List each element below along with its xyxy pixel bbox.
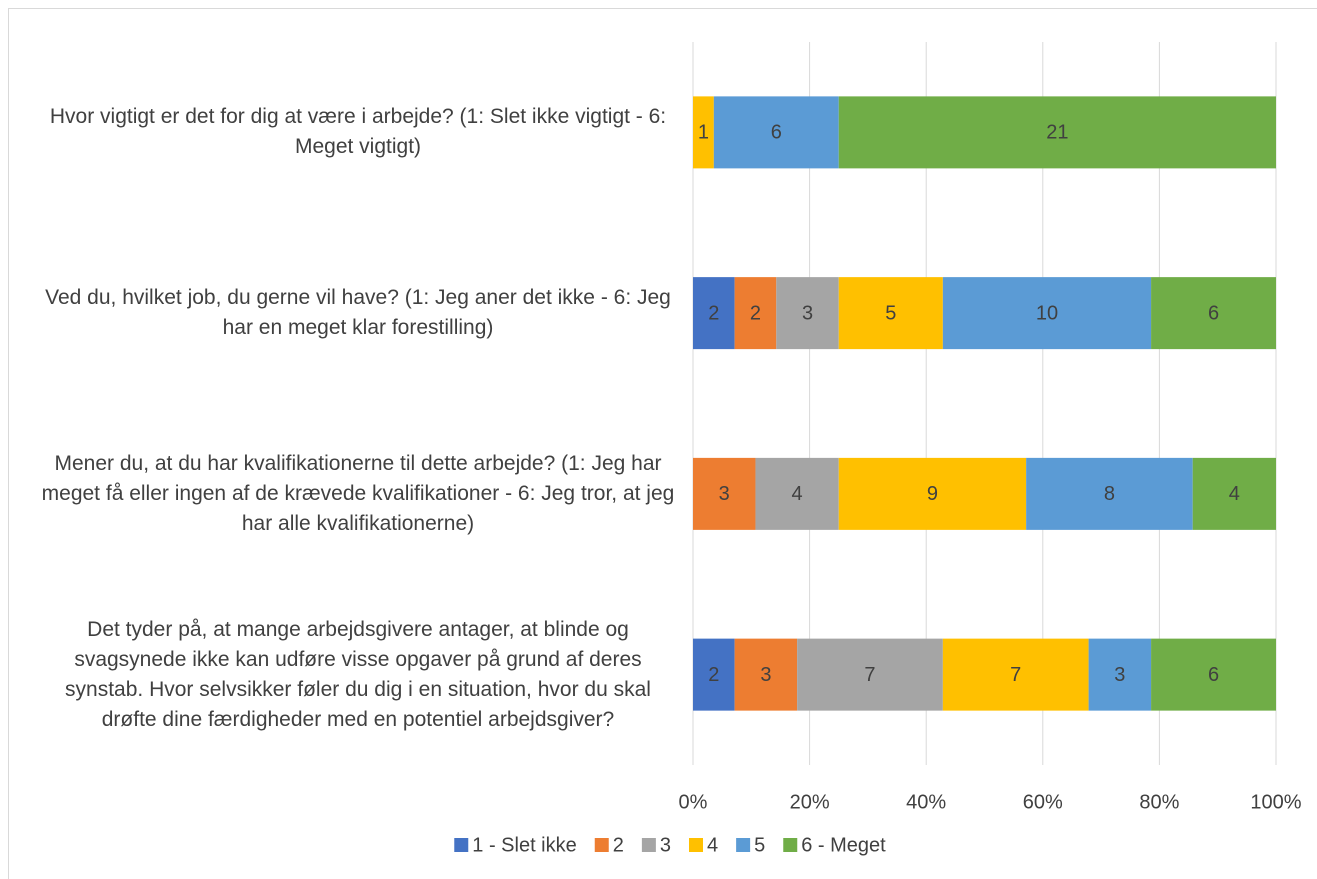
bar-segment <box>693 457 756 530</box>
bar-segment <box>942 638 1089 711</box>
legend-label: 2 <box>613 834 624 856</box>
data-label: 6 <box>1208 664 1219 686</box>
data-label: 4 <box>792 483 803 505</box>
bar-segment <box>693 638 735 711</box>
bar-segment <box>1151 277 1276 350</box>
y-tick-label: Det tyder på, at mange arbejdsgivere ant… <box>65 617 651 731</box>
data-label: 21 <box>1046 122 1068 144</box>
y-tick-label: Ved du, hvilket job, du gerne vil have? … <box>45 286 671 340</box>
x-tick-label: 0% <box>679 791 708 813</box>
bar-segment <box>1088 638 1152 711</box>
data-label: 9 <box>927 483 938 505</box>
legend-swatch <box>783 838 798 852</box>
legend-swatch <box>594 838 609 852</box>
bar-segment <box>776 277 839 350</box>
x-tick-label: 60% <box>1023 791 1063 813</box>
x-tick-label: 100% <box>1250 791 1301 813</box>
data-label: 4 <box>1229 483 1240 505</box>
bar-segment <box>693 277 735 350</box>
bar-segment <box>838 277 943 350</box>
data-label: 3 <box>719 483 730 505</box>
legend-label: 1 - Slet ikke <box>472 834 576 856</box>
bar-segment <box>838 457 1027 530</box>
bar-segment <box>734 638 798 711</box>
legend-label: 5 <box>754 834 765 856</box>
legend-swatch <box>736 838 751 852</box>
bar-segment <box>942 277 1152 350</box>
legend-swatch <box>689 838 703 852</box>
x-tick-label: 40% <box>906 791 946 813</box>
data-label: 3 <box>1114 664 1125 686</box>
legend-label: 4 <box>707 834 718 856</box>
legend-swatch <box>454 838 469 852</box>
data-label: 2 <box>750 302 761 324</box>
y-tick-label: Hvor vigtigt er det for dig at være i ar… <box>49 105 667 159</box>
data-label: 1 <box>698 122 709 144</box>
data-label: 7 <box>1010 664 1021 686</box>
bar-segment <box>713 96 839 169</box>
data-label: 3 <box>760 664 771 686</box>
bar-segment <box>797 638 943 711</box>
x-tick-label: 20% <box>790 791 830 813</box>
legend-label: 3 <box>660 834 671 856</box>
data-label: 7 <box>864 664 875 686</box>
legend-label: 6 - Meget <box>801 834 886 856</box>
data-label: 6 <box>1208 302 1219 324</box>
bar-segment <box>1192 457 1276 530</box>
data-label: 8 <box>1104 483 1115 505</box>
bar-segment <box>734 277 777 350</box>
data-label: 6 <box>771 122 782 144</box>
legend-swatch <box>641 838 656 852</box>
bar-segment <box>1026 457 1193 530</box>
chart-border <box>8 8 1317 879</box>
bar-segment <box>693 96 714 169</box>
y-tick-label: Mener du, at du har kvalifikationerne ti… <box>41 451 675 535</box>
x-tick-label: 80% <box>1139 791 1179 813</box>
data-label: 5 <box>885 302 896 324</box>
bar-segment <box>838 96 1276 169</box>
bar-segment <box>1151 638 1276 711</box>
data-label: 3 <box>802 302 813 324</box>
data-label: 2 <box>708 664 719 686</box>
data-label: 2 <box>708 302 719 324</box>
bar-segment <box>755 457 839 530</box>
data-label: 10 <box>1036 302 1058 324</box>
